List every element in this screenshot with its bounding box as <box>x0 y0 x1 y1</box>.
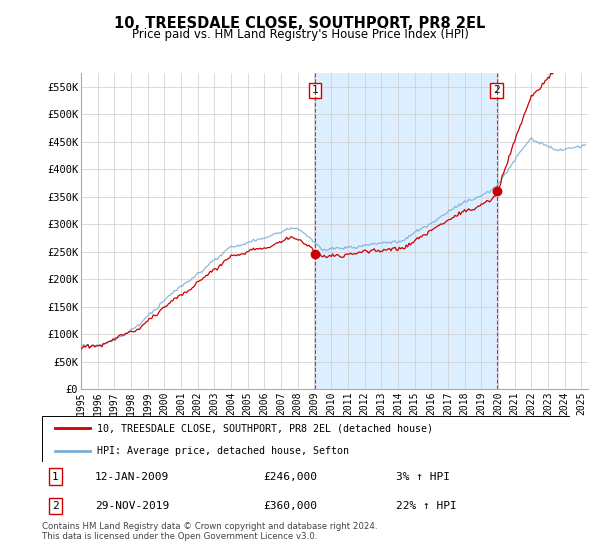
Text: 22% ↑ HPI: 22% ↑ HPI <box>396 501 457 511</box>
Text: Price paid vs. HM Land Registry's House Price Index (HPI): Price paid vs. HM Land Registry's House … <box>131 28 469 41</box>
Text: 29-NOV-2019: 29-NOV-2019 <box>95 501 169 511</box>
Text: 1: 1 <box>52 472 59 482</box>
Text: 3% ↑ HPI: 3% ↑ HPI <box>396 472 450 482</box>
Text: HPI: Average price, detached house, Sefton: HPI: Average price, detached house, Seft… <box>97 446 349 455</box>
Text: 10, TREESDALE CLOSE, SOUTHPORT, PR8 2EL: 10, TREESDALE CLOSE, SOUTHPORT, PR8 2EL <box>115 16 485 31</box>
Bar <box>315 73 497 389</box>
Text: 1: 1 <box>312 86 319 95</box>
Text: £246,000: £246,000 <box>264 472 318 482</box>
Text: Contains HM Land Registry data © Crown copyright and database right 2024.
This d: Contains HM Land Registry data © Crown c… <box>42 522 377 542</box>
Text: 2: 2 <box>52 501 59 511</box>
Text: £360,000: £360,000 <box>264 501 318 511</box>
FancyBboxPatch shape <box>42 416 570 462</box>
Text: 12-JAN-2009: 12-JAN-2009 <box>95 472 169 482</box>
Text: 2: 2 <box>493 86 500 95</box>
Text: 10, TREESDALE CLOSE, SOUTHPORT, PR8 2EL (detached house): 10, TREESDALE CLOSE, SOUTHPORT, PR8 2EL … <box>97 423 433 433</box>
